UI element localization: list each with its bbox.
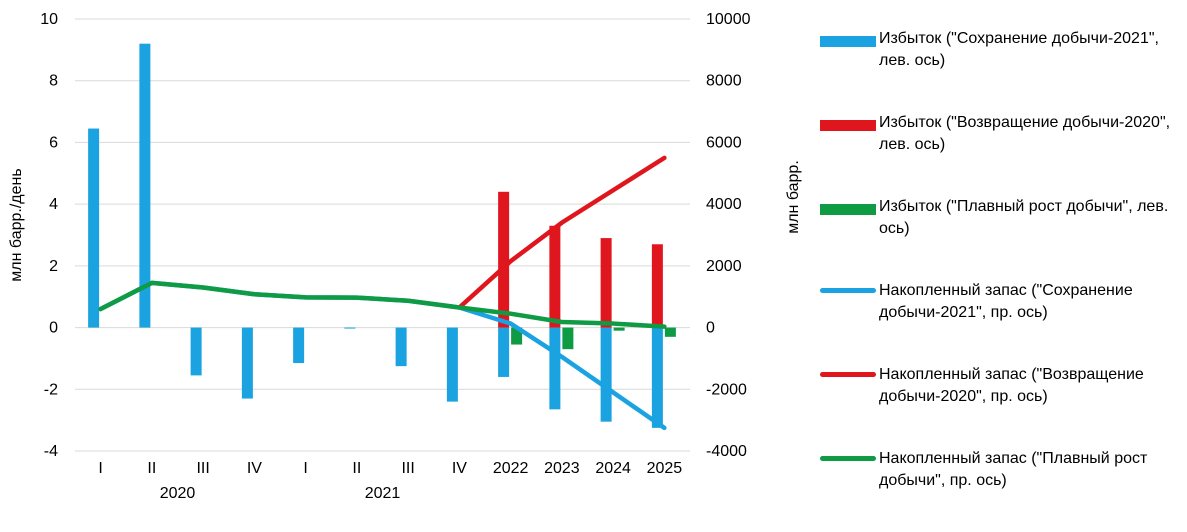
legend-swatch-bar-blue — [820, 36, 876, 47]
y-tick-label-right: 2000 — [706, 258, 742, 275]
x-tick-label: III — [401, 460, 414, 477]
bar — [344, 327, 356, 329]
bar — [139, 43, 151, 328]
y-tick-label-left: 8 — [49, 73, 58, 90]
bar — [600, 327, 612, 422]
y-tick-label-right: -2000 — [706, 381, 747, 398]
x-tick-label: III — [196, 460, 209, 477]
legend-label: Накопленный запас ("Возвращение добычи-2… — [879, 366, 1144, 405]
legend-label: Избыток ("Сохранение добычи-2021", лев. … — [879, 30, 1159, 69]
legend-swatch-bar-red — [820, 120, 876, 131]
series-line — [457, 155, 667, 310]
x-tick-label: 2023 — [544, 460, 580, 477]
combo-chart: -4 -2 0 2 4 6 8 10 -4000 -2000 0 2000 4000 6000 8000 10… — [8, 11, 802, 502]
y-tick-label-left: 2 — [49, 258, 58, 275]
bar — [549, 327, 561, 410]
legend-label: Избыток ("Возвращение добычи-2020", лев.… — [879, 114, 1171, 153]
legend-label: Накопленный запас ("Плавный рост добычи"… — [879, 450, 1148, 489]
bar — [395, 327, 407, 367]
x-tick-label: IV — [452, 460, 467, 477]
bar — [498, 327, 510, 377]
bar — [651, 244, 663, 328]
legend-item-surplus-smooth-growth: Избыток ("Плавный рост добычи", лев. ось… — [820, 196, 1180, 280]
x-tick-label: I — [98, 460, 102, 477]
series-line — [98, 280, 667, 329]
x-tick-label: 2024 — [595, 460, 631, 477]
legend-swatch-bar-green — [820, 204, 876, 215]
bar — [190, 327, 202, 376]
legend-label: Избыток ("Плавный рост добычи", лев. ось… — [879, 198, 1169, 237]
bar — [600, 238, 612, 328]
x-tick-label: II — [147, 460, 156, 477]
bar — [88, 128, 100, 328]
y-tick-label-left: -4 — [44, 443, 58, 460]
bar — [664, 327, 676, 337]
y-tick-label-right: 0 — [706, 320, 715, 337]
bar — [562, 327, 574, 350]
legend-swatch-line-green — [820, 456, 876, 461]
bar — [651, 327, 663, 428]
y-axis-title-left: млн барр./день — [8, 168, 25, 281]
y-axis-title-right: млн барр. — [785, 160, 802, 234]
legend-item-stock-smooth-growth: Накопленный запас ("Плавный рост добычи"… — [820, 448, 1180, 532]
bar — [241, 327, 253, 399]
bar — [293, 327, 305, 364]
y-tick-label-right: 4000 — [706, 196, 742, 213]
legend-item-surplus-keep-2021: Избыток ("Сохранение добычи-2021", лев. … — [820, 28, 1180, 112]
y-tick-label-left: -2 — [44, 381, 58, 398]
legend-label: Накопленный запас ("Сохранение добычи-20… — [879, 282, 1133, 321]
bar — [446, 327, 458, 402]
y-tick-label-right: 6000 — [706, 134, 742, 151]
y-tick-label-left: 0 — [49, 320, 58, 337]
y-tick-label-left: 6 — [49, 134, 58, 151]
legend-item-stock-return-2020: Накопленный запас ("Возвращение добычи-2… — [820, 364, 1180, 448]
legend-swatch-line-blue — [820, 288, 876, 293]
x-group-label: 2021 — [365, 485, 401, 502]
bar — [549, 225, 561, 328]
y-tick-label-left: 4 — [49, 196, 58, 213]
legend-item-stock-keep-2021: Накопленный запас ("Сохранение добычи-20… — [820, 280, 1180, 364]
x-tick-label: IV — [247, 460, 262, 477]
legend-item-surplus-return-2020: Избыток ("Возвращение добычи-2020", лев.… — [820, 112, 1180, 196]
y-tick-label-right: 10000 — [706, 11, 751, 28]
chart-legend: Избыток ("Сохранение добычи-2021", лев. … — [820, 28, 1180, 532]
bar — [511, 327, 523, 345]
x-tick-label: 2022 — [493, 460, 529, 477]
x-tick-label: 2025 — [647, 460, 683, 477]
x-tick-label: II — [352, 460, 361, 477]
y-tick-label-right: -4000 — [706, 443, 747, 460]
bar — [498, 191, 510, 328]
series-line — [98, 280, 667, 431]
bar — [613, 327, 625, 331]
x-group-label: 2020 — [160, 485, 196, 502]
y-tick-label-right: 8000 — [706, 73, 742, 90]
x-tick-label: I — [303, 460, 307, 477]
legend-swatch-line-red — [820, 372, 876, 377]
y-tick-label-left: 10 — [40, 11, 58, 28]
